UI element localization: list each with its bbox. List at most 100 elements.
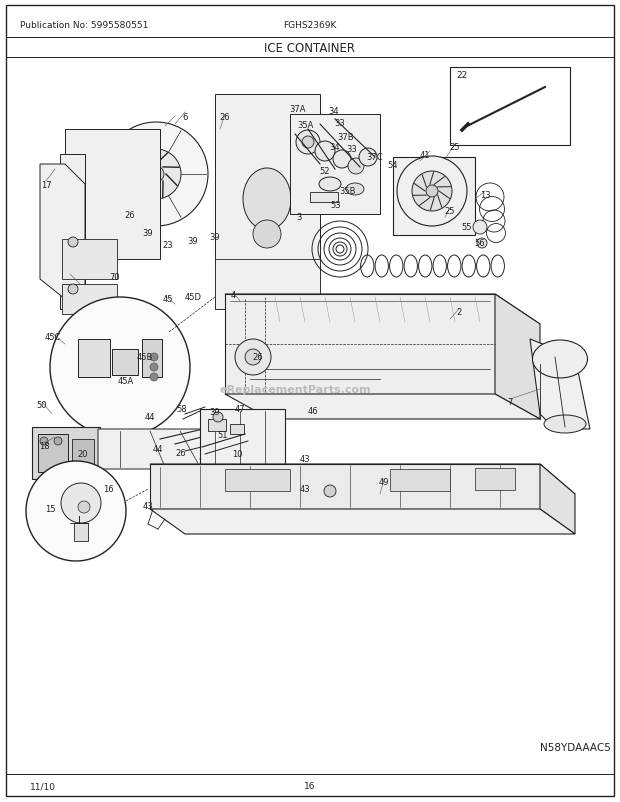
Circle shape xyxy=(296,131,320,155)
Circle shape xyxy=(473,221,487,235)
Bar xyxy=(310,192,338,203)
Circle shape xyxy=(235,339,271,375)
Text: 11/10: 11/10 xyxy=(30,781,56,791)
Polygon shape xyxy=(150,464,540,509)
Polygon shape xyxy=(40,164,85,300)
Text: 26: 26 xyxy=(125,210,135,219)
Text: 45B: 45B xyxy=(137,353,153,362)
Circle shape xyxy=(302,137,314,149)
Polygon shape xyxy=(60,155,85,310)
Circle shape xyxy=(26,461,126,561)
Text: 54: 54 xyxy=(388,160,398,169)
Text: 26: 26 xyxy=(175,449,187,458)
Text: 25: 25 xyxy=(450,144,460,152)
Text: 26: 26 xyxy=(219,113,230,123)
Circle shape xyxy=(333,151,351,168)
Bar xyxy=(230,424,244,435)
Bar xyxy=(225,469,290,492)
Text: 58: 58 xyxy=(177,405,187,414)
Bar xyxy=(215,260,320,310)
Bar xyxy=(74,524,88,541)
Text: N58YDAAAC5: N58YDAAAC5 xyxy=(540,742,611,752)
Ellipse shape xyxy=(544,415,586,433)
Text: 4: 4 xyxy=(231,291,236,300)
Circle shape xyxy=(150,374,158,382)
Ellipse shape xyxy=(533,341,588,379)
Bar xyxy=(450,68,570,146)
Text: 26: 26 xyxy=(253,353,264,362)
Bar xyxy=(38,435,68,472)
Text: 3: 3 xyxy=(296,213,302,222)
Bar xyxy=(112,350,138,375)
Text: 10: 10 xyxy=(232,450,242,459)
Text: 45: 45 xyxy=(162,295,173,304)
Text: 7: 7 xyxy=(507,398,513,407)
Text: FGHS2369K: FGHS2369K xyxy=(283,21,337,30)
Text: 55: 55 xyxy=(462,222,472,231)
Circle shape xyxy=(150,354,158,362)
Text: 70: 70 xyxy=(110,273,120,282)
Bar xyxy=(208,419,226,431)
Text: 18: 18 xyxy=(38,442,50,451)
Ellipse shape xyxy=(319,178,341,192)
Text: 37B: 37B xyxy=(338,132,354,141)
Text: 25: 25 xyxy=(445,207,455,217)
Text: 13: 13 xyxy=(480,190,490,199)
Bar xyxy=(142,339,162,378)
Text: 16: 16 xyxy=(103,485,113,494)
Text: 34: 34 xyxy=(330,144,340,152)
Text: Publication No: 5995580551: Publication No: 5995580551 xyxy=(20,21,148,30)
Polygon shape xyxy=(150,464,575,494)
Circle shape xyxy=(412,172,452,212)
Ellipse shape xyxy=(346,184,364,196)
Text: 41: 41 xyxy=(420,150,430,160)
Text: ICE CONTAINER: ICE CONTAINER xyxy=(265,42,355,55)
Text: 15: 15 xyxy=(45,505,55,514)
Text: 33: 33 xyxy=(335,119,345,128)
Circle shape xyxy=(213,412,223,423)
Text: 44: 44 xyxy=(153,445,163,454)
Polygon shape xyxy=(225,294,495,395)
Text: 16: 16 xyxy=(304,781,316,791)
Circle shape xyxy=(50,298,190,437)
Text: 43: 43 xyxy=(143,502,153,511)
Circle shape xyxy=(477,239,487,249)
Text: 23: 23 xyxy=(162,241,174,249)
Circle shape xyxy=(150,363,158,371)
Polygon shape xyxy=(215,95,320,310)
Text: 20: 20 xyxy=(78,450,88,459)
Circle shape xyxy=(359,149,377,167)
Bar xyxy=(62,240,117,280)
Text: 39: 39 xyxy=(210,233,220,242)
Bar xyxy=(390,469,450,492)
Text: 39: 39 xyxy=(188,237,198,245)
Text: 39: 39 xyxy=(143,229,153,238)
Circle shape xyxy=(54,437,62,445)
Circle shape xyxy=(40,437,48,445)
Bar xyxy=(62,285,117,314)
Polygon shape xyxy=(530,339,590,429)
Bar xyxy=(393,158,475,236)
Text: 35B: 35B xyxy=(340,187,356,196)
Circle shape xyxy=(68,237,78,248)
Text: 53: 53 xyxy=(330,201,342,210)
Text: 33: 33 xyxy=(347,145,357,154)
Circle shape xyxy=(348,159,364,175)
Text: 35A: 35A xyxy=(297,120,313,129)
Bar xyxy=(475,468,515,490)
Text: 56: 56 xyxy=(475,239,485,248)
Bar xyxy=(32,427,100,480)
Text: 51: 51 xyxy=(218,431,228,440)
Text: 45C: 45C xyxy=(45,333,61,342)
Circle shape xyxy=(104,123,208,227)
Bar xyxy=(65,130,160,260)
Text: 52: 52 xyxy=(320,168,330,176)
Polygon shape xyxy=(98,429,230,469)
Text: 50: 50 xyxy=(37,401,47,410)
Text: 37A: 37A xyxy=(290,105,306,115)
Text: eReplacementParts.com: eReplacementParts.com xyxy=(219,384,371,395)
Text: 34: 34 xyxy=(329,107,339,116)
Circle shape xyxy=(324,485,336,497)
Polygon shape xyxy=(495,294,540,419)
Circle shape xyxy=(61,484,101,524)
